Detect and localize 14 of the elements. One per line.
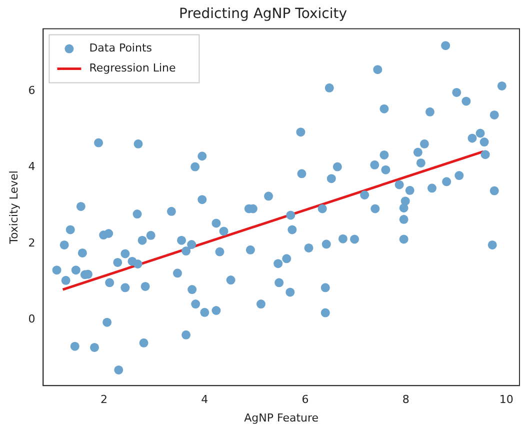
chart-title: Predicting AgNP Toxicity: [179, 6, 347, 22]
y-tick-label: 2: [28, 236, 36, 250]
x-tick-label: 2: [100, 393, 108, 406]
x-axis-title: AgNP Feature: [244, 411, 319, 424]
legend-label: Regression Line: [89, 62, 176, 75]
legend-label: Data Points: [89, 42, 152, 55]
y-tick-label: 6: [28, 84, 36, 97]
y-tick-label: 4: [28, 160, 36, 174]
y-axis-title: Toxicity Level: [7, 170, 20, 245]
x-tick-label: 10: [499, 393, 514, 406]
y-tick-label: 0: [28, 312, 36, 326]
x-tick-label: 6: [302, 393, 309, 406]
x-tick-label: 4: [201, 393, 208, 406]
x-tick-label: 8: [402, 393, 410, 406]
